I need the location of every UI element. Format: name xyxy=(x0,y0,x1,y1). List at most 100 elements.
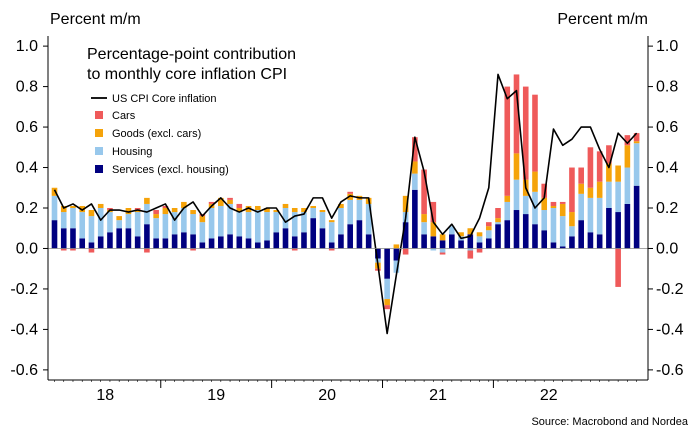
bar-segment-1-16 xyxy=(199,222,206,243)
bar-segment-0-36 xyxy=(384,248,390,279)
bar-segment-1-3 xyxy=(79,212,86,239)
bar-segment-2-24 xyxy=(273,210,280,213)
legend-label-services: Services (excl. housing) xyxy=(112,164,229,176)
bar-segment-1-48 xyxy=(495,222,501,225)
bar-segment-2-54 xyxy=(550,205,557,208)
bar-segment-1-31 xyxy=(338,208,344,235)
bar-segment-1-32 xyxy=(347,199,353,225)
bar-segment-1-43 xyxy=(449,226,455,235)
bar-segment-2-36 xyxy=(384,299,390,306)
bar-segment-3-46 xyxy=(476,248,483,253)
bar-segment-1-18 xyxy=(218,205,224,237)
bar-segment-2-52 xyxy=(532,171,538,192)
bar-segment-3-19 xyxy=(227,197,233,200)
bar-segment-0-30 xyxy=(328,242,335,249)
bar-segment-0-31 xyxy=(338,234,344,249)
bar-segment-3-51 xyxy=(522,86,529,180)
bar-segment-3-52 xyxy=(532,94,538,172)
title-line-2: to monthly core inflation CPI xyxy=(87,66,287,83)
bar-segment-0-10 xyxy=(144,224,150,249)
bar-segment-3-61 xyxy=(615,248,621,287)
bar-segment-1-17 xyxy=(208,208,215,239)
bar-segment-0-33 xyxy=(356,220,363,249)
y-tick-label-left-4: 0.2 xyxy=(16,200,38,217)
bar-segment-2-58 xyxy=(587,187,594,198)
bar-segment-1-23 xyxy=(264,212,270,241)
bar-segment-2-42 xyxy=(439,234,446,241)
bar-segment-2-27 xyxy=(301,208,307,213)
bar-segment-2-38 xyxy=(402,195,409,213)
bar-segment-2-57 xyxy=(578,183,584,194)
legend-label-housing: Housing xyxy=(112,146,152,158)
bar-segment-1-42 xyxy=(439,248,446,253)
bar-segment-1-15 xyxy=(190,214,196,235)
bar-segment-1-11 xyxy=(153,218,159,239)
bar-segment-3-6 xyxy=(107,208,113,211)
bar-segment-2-61 xyxy=(615,165,621,182)
bar-segment-0-49 xyxy=(504,220,511,249)
y-tick-label-right-4: 0.2 xyxy=(656,200,678,217)
bar-segment-3-2 xyxy=(70,248,76,251)
bar-segment-0-25 xyxy=(282,228,289,249)
y-tick-label-right-8: 1.0 xyxy=(656,38,678,55)
bar-segment-1-12 xyxy=(162,214,169,239)
bar-segment-1-2 xyxy=(70,208,76,229)
bar-segment-1-47 xyxy=(485,230,492,239)
bar-segment-0-56 xyxy=(569,236,575,249)
bar-segment-2-50 xyxy=(513,153,520,180)
bar-segment-3-47 xyxy=(485,222,492,227)
bar-segment-1-5 xyxy=(97,208,104,237)
legend-label-goods: Goods (excl. cars) xyxy=(112,128,201,140)
bar-segment-0-16 xyxy=(199,242,206,249)
x-year-label-21: 21 xyxy=(429,387,447,404)
bar-segment-2-56 xyxy=(569,212,575,227)
bar-segment-2-3 xyxy=(79,205,86,213)
bar-segment-2-44 xyxy=(458,232,464,237)
legend-swatch-services xyxy=(95,165,103,173)
bar-segment-3-58 xyxy=(587,147,594,188)
bar-segment-3-48 xyxy=(495,208,501,219)
bar-segment-1-36 xyxy=(384,278,390,300)
bar-segment-1-26 xyxy=(291,212,298,237)
bar-segment-0-17 xyxy=(208,238,215,249)
bar-segment-3-4 xyxy=(88,248,95,253)
bar-segment-0-5 xyxy=(97,236,104,249)
bar-segment-0-58 xyxy=(587,232,594,249)
bar-segment-3-63 xyxy=(633,133,640,142)
bar-segment-2-18 xyxy=(218,197,224,206)
bar-segment-2-20 xyxy=(236,208,243,213)
bar-segment-0-55 xyxy=(559,246,566,249)
bar-segment-2-47 xyxy=(485,226,492,231)
bar-segment-1-7 xyxy=(116,220,122,229)
bar-segment-3-1 xyxy=(60,248,67,251)
bar-segment-0-24 xyxy=(273,232,280,249)
bars xyxy=(51,74,640,310)
x-year-label-18: 18 xyxy=(96,387,114,404)
bar-segment-3-30 xyxy=(328,248,335,251)
bar-segment-0-53 xyxy=(541,230,548,249)
bar-segment-2-55 xyxy=(559,203,566,217)
y-tick-label-left-5: 0.4 xyxy=(16,160,38,177)
y-tick-label-left-1: -0.4 xyxy=(10,321,38,338)
legend-swatch-housing xyxy=(95,147,103,155)
bar-segment-0-57 xyxy=(578,220,584,249)
bar-segment-3-40 xyxy=(421,169,427,215)
bar-segment-3-53 xyxy=(541,183,548,198)
bar-segment-2-9 xyxy=(134,210,141,213)
bar-segment-0-46 xyxy=(476,242,483,249)
bar-segment-1-30 xyxy=(328,222,335,243)
bar-segment-0-63 xyxy=(633,185,640,249)
bar-segment-2-8 xyxy=(125,208,132,215)
bar-segment-1-28 xyxy=(310,208,317,219)
bar-segment-0-28 xyxy=(310,218,317,249)
bar-segment-0-3 xyxy=(79,238,86,249)
legend-label-core: US CPI Core inflation xyxy=(112,93,217,105)
bar-segment-2-48 xyxy=(495,218,501,223)
bar-segment-0-26 xyxy=(291,236,298,249)
bar-segment-2-2 xyxy=(70,205,76,208)
x-year-label-19: 19 xyxy=(207,387,225,404)
x-year-label-22: 22 xyxy=(540,387,558,404)
bar-segment-2-19 xyxy=(227,199,233,204)
bar-segment-0-41 xyxy=(430,236,437,249)
